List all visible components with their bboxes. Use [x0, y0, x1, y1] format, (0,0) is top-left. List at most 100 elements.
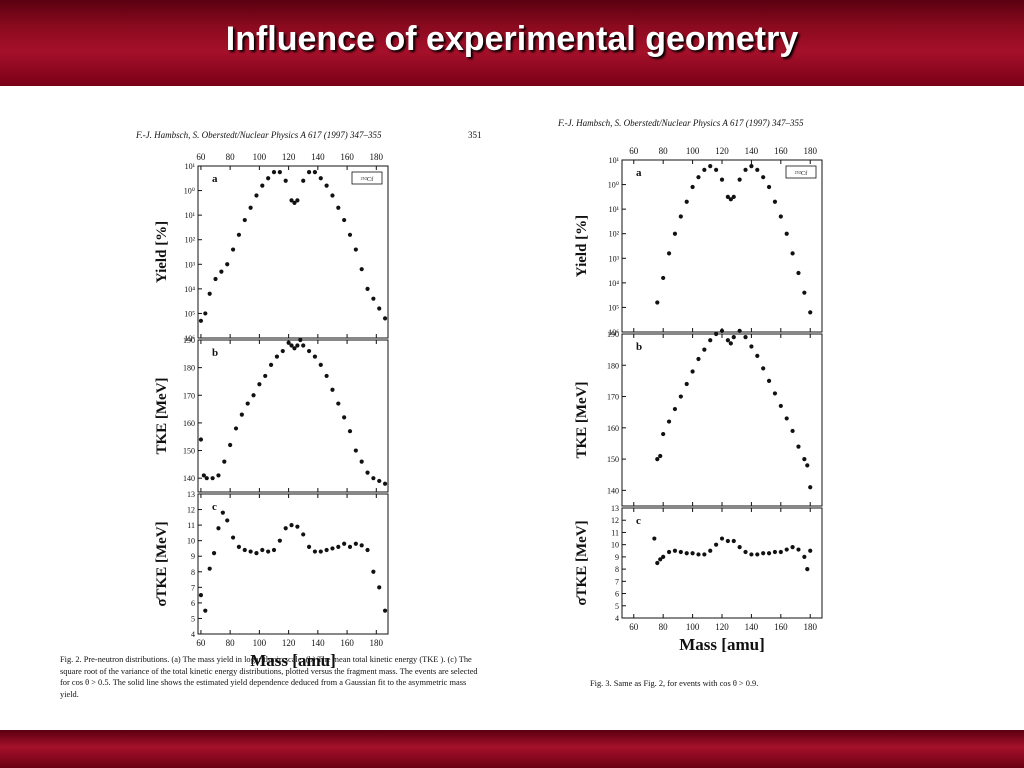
data-point [808, 548, 813, 553]
x-tick-label: 80 [659, 622, 669, 632]
data-point [342, 415, 347, 420]
x-tick-label: 80 [226, 638, 236, 648]
data-point [295, 198, 300, 203]
data-point [324, 373, 329, 379]
data-point [714, 167, 719, 172]
data-point [225, 518, 230, 523]
data-point [377, 478, 382, 484]
data-point [242, 217, 247, 223]
x-tick-label-top: 120 [282, 152, 296, 162]
data-point [702, 552, 707, 557]
data-point [684, 381, 689, 387]
y-axis-label: σTKE [MeV] [574, 520, 590, 605]
x-axis-label: Mass [amu] [679, 635, 764, 654]
data-point [725, 194, 730, 199]
data-point [298, 337, 303, 343]
y-tick-label: 10² [609, 230, 620, 239]
data-point [347, 429, 353, 434]
data-point [728, 197, 733, 202]
data-point [661, 275, 666, 281]
x-tick-label-top: 160 [774, 146, 788, 156]
x-tick-label: 100 [253, 638, 267, 648]
x-tick-label: 180 [803, 622, 817, 632]
y-tick-label: 170 [607, 393, 619, 402]
figure-3: F.-J. Hambsch, S. Oberstedt/Nuclear Phys… [550, 108, 840, 693]
data-point [312, 354, 318, 359]
data-point [330, 387, 335, 392]
data-point [301, 532, 306, 537]
x-tick-label-top: 80 [226, 152, 236, 162]
x-tick-label: 140 [311, 638, 325, 648]
y-axis-label: σTKE [MeV] [154, 521, 170, 606]
panel-frame [621, 333, 823, 507]
data-point [289, 198, 294, 203]
data-point [266, 176, 271, 181]
y-tick-label: 9 [615, 553, 619, 562]
x-tick-label-top: 60 [196, 152, 206, 162]
data-point [778, 403, 783, 409]
data-point [210, 476, 215, 481]
y-tick-label: 9 [191, 552, 195, 561]
data-point [213, 276, 218, 282]
data-point [342, 217, 347, 223]
figure-caption: Fig. 2. Pre-neutron distributions. (a) T… [60, 655, 478, 699]
data-point [207, 291, 212, 296]
data-point [211, 551, 217, 556]
data-point [239, 412, 244, 417]
y-tick-label: 5 [615, 602, 619, 611]
data-point [666, 549, 672, 555]
data-point [306, 348, 312, 354]
x-axis-label: Mass [amu] [250, 651, 335, 670]
data-point [292, 200, 297, 205]
x-tick-label: 100 [686, 622, 700, 632]
data-point [207, 566, 212, 571]
data-point [382, 316, 388, 321]
journal-header: F.-J. Hambsch, S. Oberstedt/Nuclear Phys… [558, 118, 804, 128]
data-point [228, 442, 233, 448]
data-point [658, 557, 663, 562]
data-point [684, 551, 689, 556]
data-point [655, 560, 660, 566]
data-point [336, 544, 341, 549]
x-tick-label: 120 [282, 638, 296, 648]
data-point [743, 335, 748, 340]
data-point [382, 608, 388, 613]
data-point [306, 170, 312, 175]
data-point [365, 286, 370, 291]
y-tick-label: 4 [615, 614, 619, 623]
data-point [728, 341, 733, 346]
x-tick-label-top: 140 [311, 152, 325, 162]
x-tick-label: 140 [745, 622, 759, 632]
legend-label: ²⁵²Cf [795, 170, 808, 177]
data-point [737, 328, 742, 333]
x-tick-label: 60 [196, 638, 206, 648]
y-tick-label: 10⁶ [608, 328, 619, 337]
panel-frame [197, 339, 389, 493]
data-point [743, 549, 748, 555]
data-point [371, 569, 376, 574]
data-point [347, 232, 353, 237]
x-tick-label: 120 [715, 622, 729, 632]
data-point [254, 193, 259, 198]
data-point [330, 546, 335, 551]
y-tick-label: 170 [183, 391, 195, 400]
data-point [666, 251, 672, 256]
data-point [301, 343, 306, 348]
y-tick-label: 10⁴ [184, 285, 195, 294]
data-point [661, 431, 666, 437]
x-tick-label-top: 100 [253, 152, 267, 162]
data-point [371, 476, 376, 481]
y-axis-label: Yield [%] [574, 215, 590, 277]
data-point [336, 401, 341, 406]
y-tick-label: 140 [607, 486, 619, 495]
page-number: 351 [468, 130, 482, 140]
data-point [708, 548, 713, 553]
panel-label: c [212, 501, 217, 513]
data-point [201, 473, 206, 478]
data-point [796, 547, 801, 552]
data-point [359, 543, 364, 548]
data-point [672, 231, 678, 236]
data-point [198, 437, 204, 442]
data-point [749, 164, 754, 169]
data-point [198, 593, 204, 598]
